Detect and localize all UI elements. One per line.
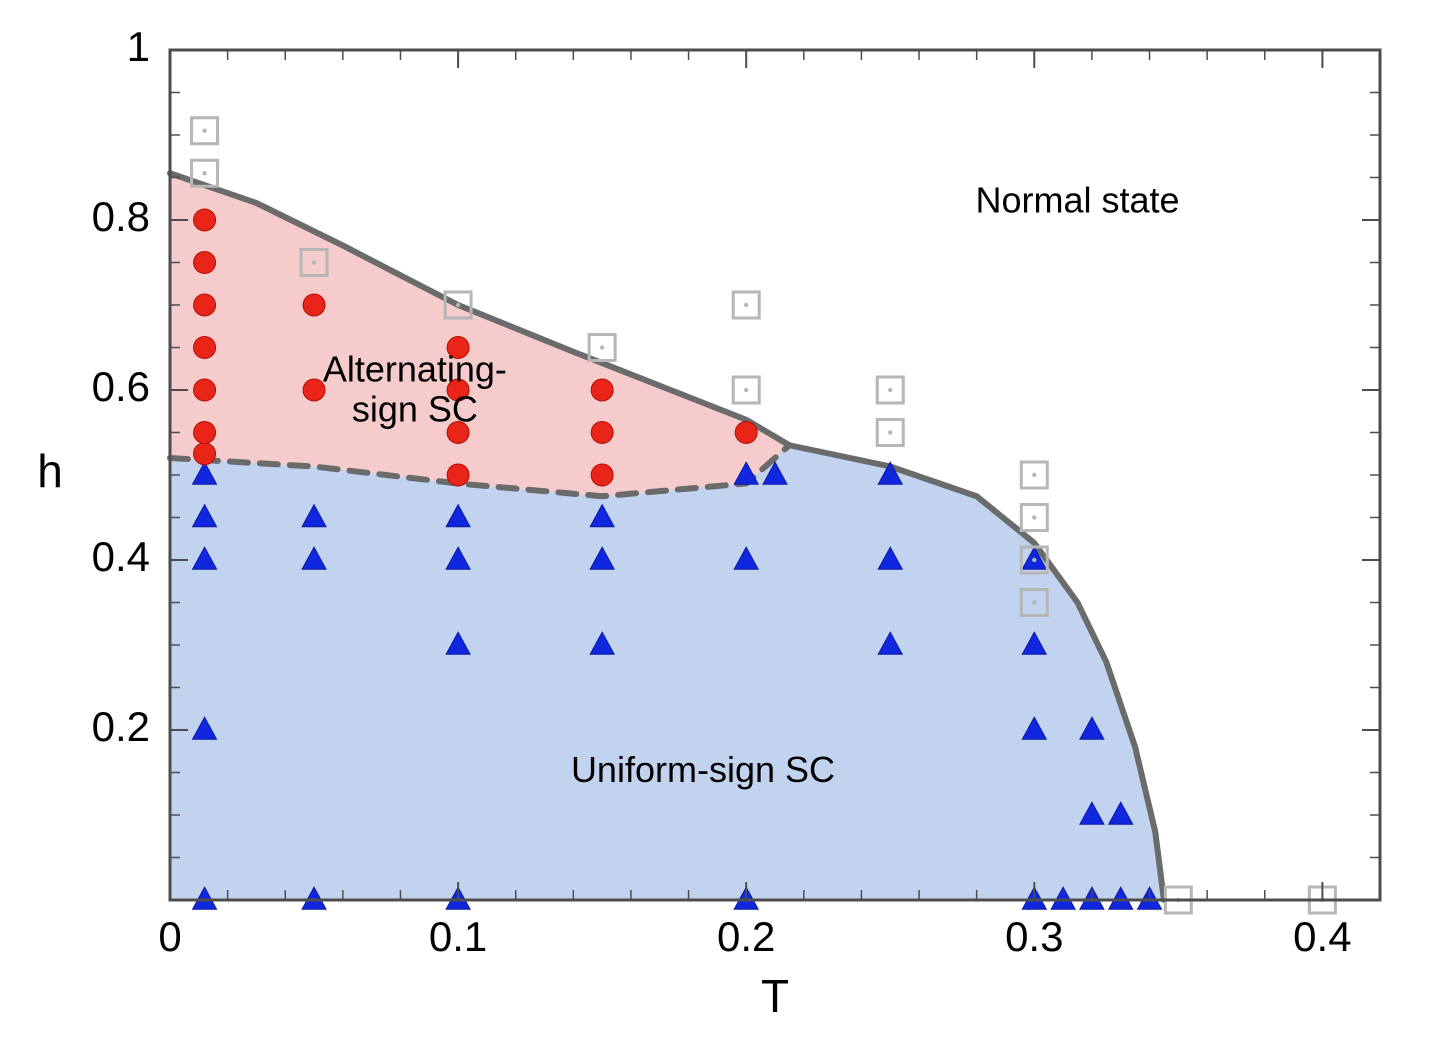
x-tick-label: 0.4: [1293, 913, 1351, 960]
circle-marker: [303, 294, 325, 316]
square-marker-dot: [744, 303, 748, 307]
circle-marker: [591, 422, 613, 444]
y-tick-label: 0.6: [92, 363, 150, 410]
circle-marker: [194, 443, 216, 465]
phase-diagram-chart: 0 0.1 0.2 0.3 0.4 0.2 0.4 0.6 0.8 1 Th Normal state…: [0, 0, 1434, 1046]
circle-marker: [447, 464, 469, 486]
alternating-sc-label: sign SC: [352, 389, 478, 430]
y-tick-label: 0.2: [92, 703, 150, 750]
circle-marker: [194, 252, 216, 274]
chart-svg: 0 0.1 0.2 0.3 0.4 0.2 0.4 0.6 0.8 1 Th Normal state…: [0, 0, 1434, 1046]
circle-marker: [194, 337, 216, 359]
square-marker-dot: [202, 171, 206, 175]
circle-marker: [591, 464, 613, 486]
circle-marker: [303, 379, 325, 401]
square-marker-dot: [1032, 473, 1036, 477]
circle-marker: [194, 422, 216, 444]
normal-state-label: Normal state: [975, 180, 1179, 221]
circle-marker: [194, 294, 216, 316]
square-marker-dot: [1032, 515, 1036, 519]
x-tick-label: 0: [158, 913, 181, 960]
square-marker-dot: [202, 129, 206, 133]
uniform-sc-label: Uniform-sign SC: [571, 749, 835, 790]
square-marker-dot: [600, 345, 604, 349]
y-tick-label: 0.4: [92, 533, 150, 580]
x-tick-label: 0.3: [1005, 913, 1063, 960]
square-marker-dot: [888, 388, 892, 392]
square-marker-dot: [456, 303, 460, 307]
x-tick-label: 0.1: [429, 913, 487, 960]
y-tick-label: 0.8: [92, 193, 150, 240]
circle-marker: [194, 209, 216, 231]
x-tick-label: 0.2: [717, 913, 775, 960]
x-axis-label: T: [761, 970, 789, 1022]
y-tick-label: 1: [127, 23, 150, 70]
circle-marker: [591, 379, 613, 401]
square-marker-dot: [744, 388, 748, 392]
circle-marker: [735, 422, 757, 444]
circle-marker: [194, 379, 216, 401]
y-axis-label: h: [37, 445, 63, 497]
square-marker-dot: [888, 430, 892, 434]
square-marker-dot: [312, 260, 316, 264]
square-marker-dot: [1032, 558, 1036, 562]
alternating-sc-label: Alternating-: [323, 349, 507, 390]
square-marker-dot: [1032, 600, 1036, 604]
